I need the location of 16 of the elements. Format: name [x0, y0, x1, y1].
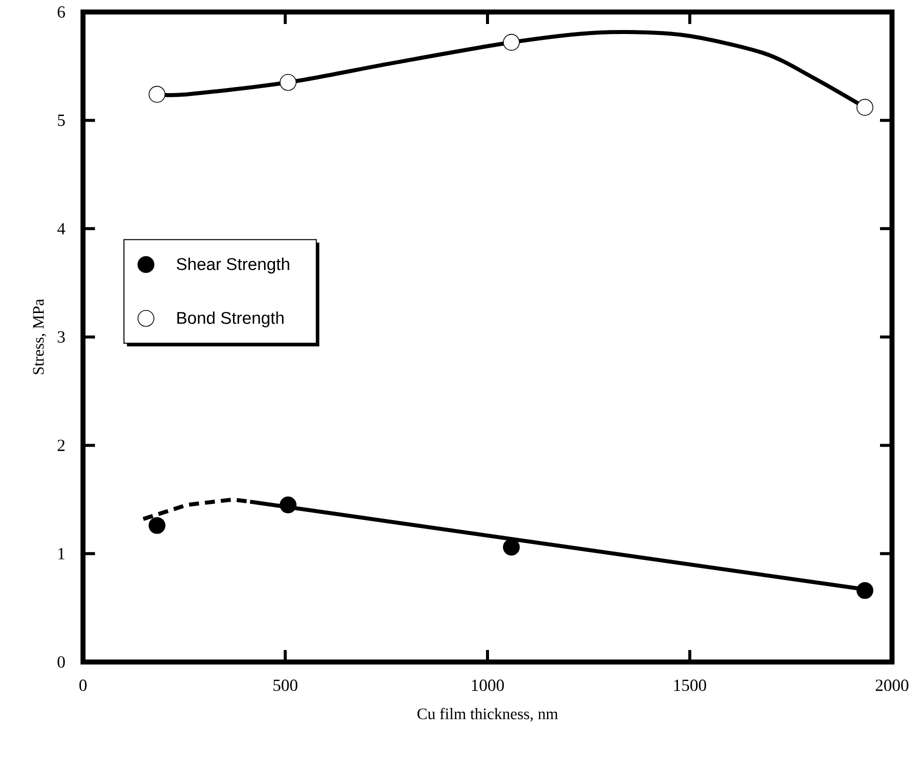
x-tick-label: 1000 — [472, 680, 504, 692]
x-tick-label: 1500 — [674, 680, 706, 692]
y-tick-label: 1 — [58, 548, 64, 560]
y-tick-label: 2 — [58, 440, 65, 451]
y-tick-label: 6 — [58, 6, 65, 18]
x-tick-label: 0 — [79, 680, 87, 692]
y-tick-label: 0 — [58, 656, 65, 668]
y-tick-label: 4 — [57, 223, 66, 234]
legend-label: Bond Strength — [177, 312, 284, 328]
x-tick-label: 2000 — [876, 680, 908, 692]
legend-label: Shear Strength — [176, 258, 290, 274]
x-axis-title: Cu film thickness, nm — [418, 708, 558, 722]
y-tick-label: 3 — [58, 331, 65, 343]
x-tick-label: 500 — [273, 680, 298, 692]
y-axis-title: Stress, MPa — [33, 298, 46, 374]
y-tick-label: 5 — [58, 114, 65, 126]
